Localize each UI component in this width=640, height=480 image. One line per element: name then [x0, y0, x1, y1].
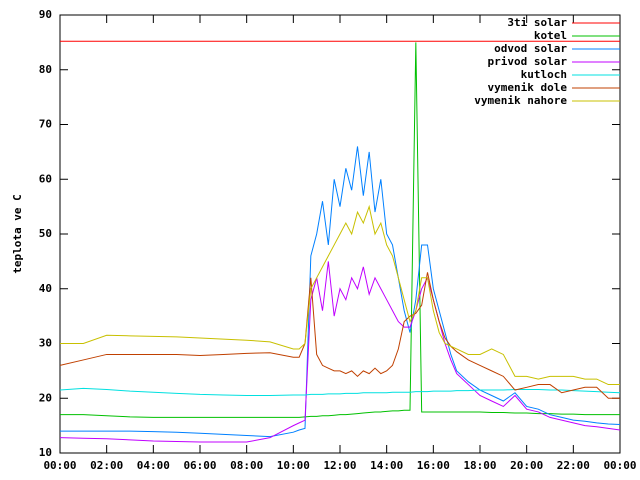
y-tick-label: 60 [39, 172, 52, 185]
legend-label: privod solar [488, 55, 568, 68]
x-tick-label: 06:00 [183, 459, 216, 472]
y-tick-label: 10 [39, 446, 52, 459]
x-tick-label: 10:00 [277, 459, 310, 472]
x-tick-label: 12:00 [323, 459, 356, 472]
x-tick-label: 20:00 [510, 459, 543, 472]
series-line [59, 261, 621, 443]
y-tick-label: 70 [39, 118, 52, 131]
legend-label: odvod solar [494, 42, 567, 55]
y-axis-label: teplota ve C [11, 194, 24, 273]
x-tick-label: 08:00 [230, 459, 263, 472]
y-tick-label: 20 [39, 391, 52, 404]
legend-label: kotel [534, 29, 567, 42]
series-line [60, 146, 621, 438]
x-tick-label: 16:00 [417, 459, 450, 472]
x-tick-label: 14:00 [370, 459, 403, 472]
x-tick-label: 02:00 [90, 459, 123, 472]
y-tick-label: 50 [39, 227, 52, 240]
legend-label: vymenik dole [488, 81, 568, 94]
x-tick-label: 18:00 [463, 459, 496, 472]
legend-label: vymenik nahore [474, 94, 567, 107]
legend-label: 3ti solar [507, 16, 567, 29]
y-tick-label: 30 [39, 337, 52, 350]
x-tick-label: 04:00 [137, 459, 170, 472]
y-tick-label: 90 [39, 8, 52, 21]
y-tick-label: 80 [39, 63, 52, 76]
series-line [60, 204, 620, 386]
x-tick-label: 22:00 [557, 459, 590, 472]
y-tick-label: 40 [39, 282, 52, 295]
series-line [60, 42, 620, 418]
x-tick-label: 00:00 [603, 459, 636, 472]
legend-label: kutloch [521, 68, 567, 81]
x-tick-label: 00:00 [43, 459, 76, 472]
series-line [59, 272, 620, 399]
